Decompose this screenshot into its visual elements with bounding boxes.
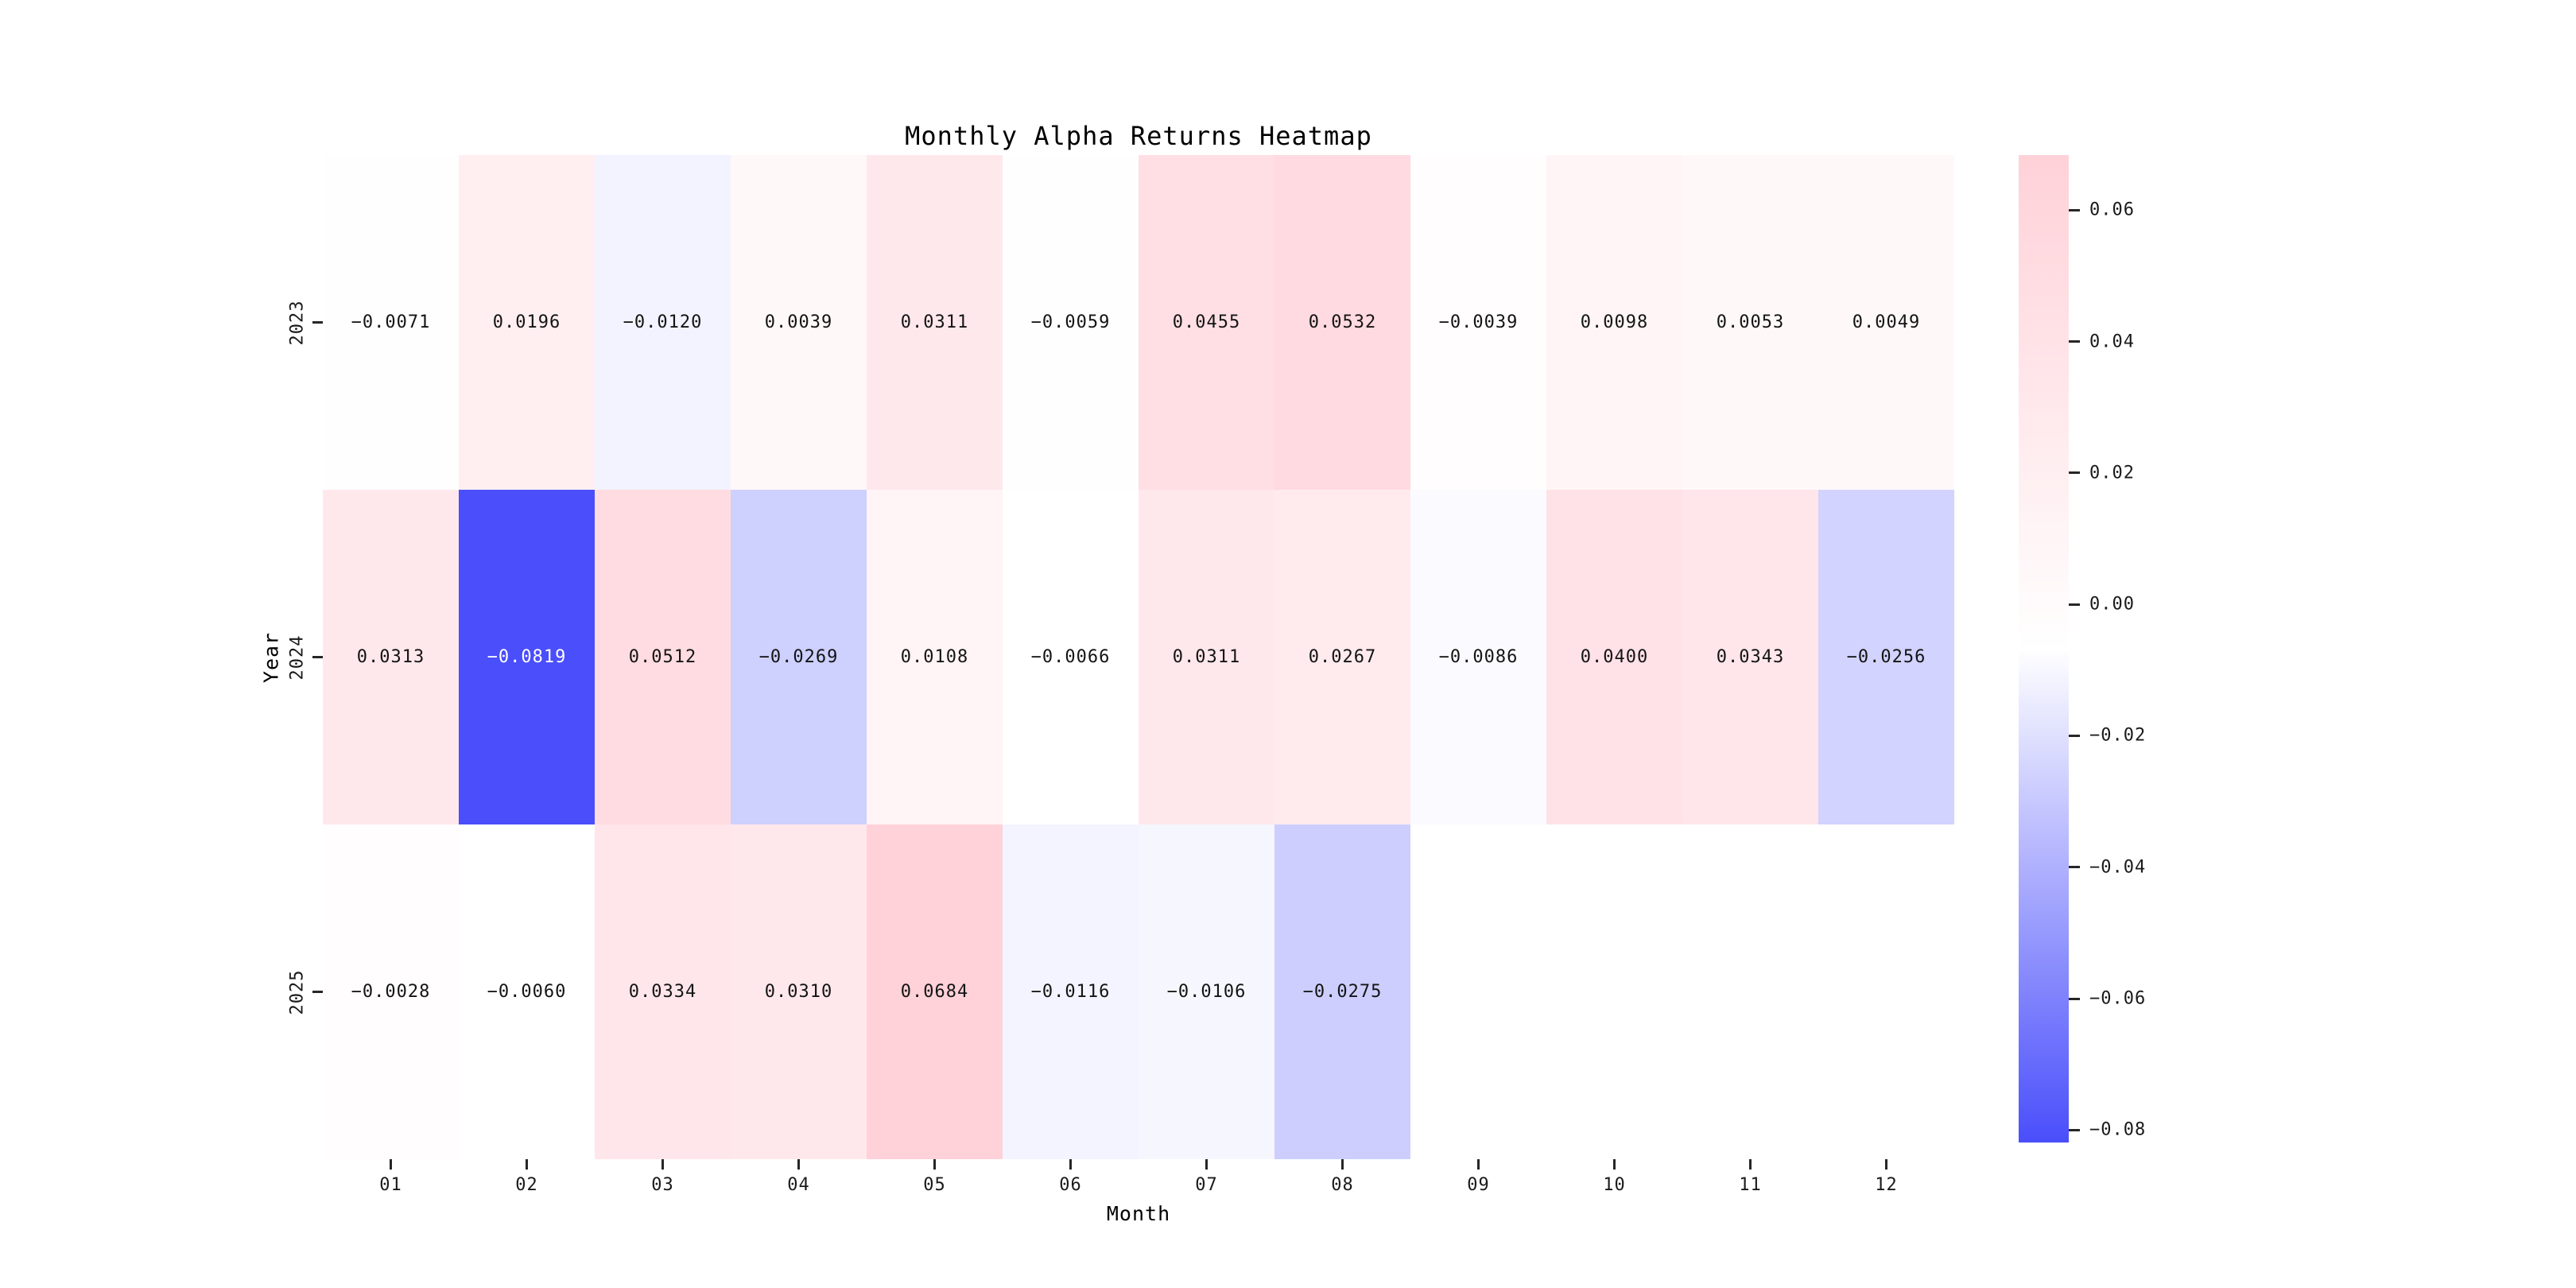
heatmap-cell: 0.0108 (867, 490, 1003, 824)
y-tick-label: 2023 (287, 300, 308, 345)
colorbar-tick-label: 0.04 (2089, 332, 2135, 352)
heatmap-cell: −0.0060 (459, 824, 595, 1159)
x-tick-label: 12 (1875, 1175, 1898, 1195)
heatmap-cell: 0.0311 (867, 155, 1003, 490)
x-tick (797, 1159, 800, 1170)
x-tick (1749, 1159, 1752, 1170)
heatmap-cell: −0.0071 (323, 155, 459, 490)
heatmap-cell: 0.0512 (595, 490, 731, 824)
colorbar-tick-label: −0.06 (2089, 988, 2147, 1009)
x-tick (1341, 1159, 1344, 1170)
x-tick-label: 02 (515, 1175, 538, 1195)
y-tick (312, 321, 323, 324)
heatmap-cell: −0.0269 (731, 490, 867, 824)
heatmap-cell: 0.0267 (1274, 490, 1410, 824)
heatmap-cell: 0.0400 (1546, 490, 1682, 824)
heatmap-cell: 0.0053 (1682, 155, 1818, 490)
x-tick (390, 1159, 392, 1170)
x-axis-label: Month (1106, 1202, 1171, 1225)
heatmap-cell: 0.0098 (1546, 155, 1682, 490)
heatmap-cell (1410, 824, 1546, 1159)
x-tick-label: 07 (1195, 1175, 1218, 1195)
heatmap-cell: 0.0196 (459, 155, 595, 490)
heatmap-cell: 0.0039 (731, 155, 867, 490)
colorbar-tick (2069, 866, 2080, 869)
colorbar-tick (2069, 1128, 2080, 1131)
colorbar-tick (2069, 471, 2080, 475)
heatmap-cell: 0.0343 (1682, 490, 1818, 824)
colorbar-tick (2069, 997, 2080, 1000)
colorbar-tick-label: −0.08 (2089, 1119, 2147, 1140)
colorbar-tick-label: 0.00 (2089, 594, 2135, 615)
heatmap-cell (1546, 824, 1682, 1159)
y-axis-label: Year (259, 631, 283, 684)
heatmap-cell (1682, 824, 1818, 1159)
heatmap-cell: −0.0039 (1410, 155, 1546, 490)
heatmap-cell: −0.0028 (323, 824, 459, 1159)
x-tick-label: 08 (1331, 1175, 1354, 1195)
x-tick (1205, 1159, 1208, 1170)
x-tick (1885, 1159, 1887, 1170)
x-tick (1477, 1159, 1480, 1170)
heatmap-cell: 0.0684 (867, 824, 1003, 1159)
heatmap-cell: 0.0310 (731, 824, 867, 1159)
heatmap-cell: −0.0819 (459, 490, 595, 824)
heatmap-cell: −0.0066 (1003, 490, 1139, 824)
heatmap-cell: 0.0532 (1274, 155, 1410, 490)
colorbar-tick-label: 0.02 (2089, 463, 2135, 483)
heatmap-cell: −0.0116 (1003, 824, 1139, 1159)
colorbar-tick (2069, 734, 2080, 737)
x-tick-label: 05 (923, 1175, 946, 1195)
heatmap-cell: 0.0049 (1818, 155, 1954, 490)
heatmap-cell: −0.0120 (595, 155, 731, 490)
colorbar-tick (2069, 603, 2080, 606)
heatmap-cell: 0.0334 (595, 824, 731, 1159)
x-tick-label: 10 (1603, 1175, 1626, 1195)
colorbar-tick (2069, 340, 2080, 343)
x-tick (661, 1159, 664, 1170)
y-tick-label: 2025 (287, 969, 308, 1014)
x-tick-label: 04 (787, 1175, 810, 1195)
heatmap-cell (1818, 824, 1954, 1159)
colorbar-tick-label: −0.04 (2089, 857, 2147, 878)
colorbar-tick (2069, 208, 2080, 211)
colorbar-tick-label: 0.06 (2089, 200, 2135, 220)
heatmap-cell: −0.0059 (1003, 155, 1139, 490)
heatmap-cell: 0.0455 (1139, 155, 1274, 490)
x-tick (1069, 1159, 1072, 1170)
heatmap-cell: −0.0106 (1139, 824, 1274, 1159)
colorbar-tick-label: −0.02 (2089, 725, 2147, 746)
x-tick-label: 09 (1467, 1175, 1490, 1195)
heatmap-cell: −0.0086 (1410, 490, 1546, 824)
heatmap-cell: 0.0313 (323, 490, 459, 824)
y-tick (312, 656, 323, 658)
heatmap-cell: 0.0311 (1139, 490, 1274, 824)
x-tick-label: 01 (379, 1175, 402, 1195)
x-tick-label: 03 (651, 1175, 674, 1195)
x-tick-label: 11 (1739, 1175, 1762, 1195)
chart-title: Monthly Alpha Returns Heatmap (905, 121, 1372, 151)
heatmap-cell: −0.0256 (1818, 490, 1954, 824)
x-tick (1613, 1159, 1616, 1170)
x-tick-label: 06 (1059, 1175, 1082, 1195)
x-tick (933, 1159, 936, 1170)
heatmap-grid: −0.0071 0.0196 −0.0120 0.0039 0.0311 −0.0059 0… (323, 155, 1954, 1159)
colorbar-gradient (2019, 155, 2069, 1143)
y-tick (312, 991, 323, 993)
x-tick (526, 1159, 528, 1170)
y-tick-label: 2024 (287, 634, 308, 680)
heatmap-cell: −0.0275 (1274, 824, 1410, 1159)
